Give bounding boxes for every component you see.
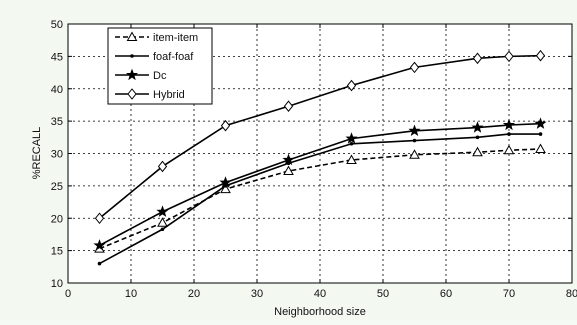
series-line-item-item	[99, 148, 541, 250]
y-tick-label: 35	[51, 116, 63, 128]
x-tick-label: 0	[65, 288, 71, 300]
legend-label: Hybrid	[153, 89, 185, 101]
data-point-Hybrid	[504, 50, 514, 63]
data-point-item-item	[503, 144, 515, 155]
data-point-Hybrid	[472, 52, 483, 65]
x-tick-label: 10	[125, 288, 137, 300]
x-tick-label: 20	[188, 288, 200, 300]
y-tick-label: 30	[51, 149, 63, 161]
data-point-Dc	[156, 205, 169, 217]
data-point-item-item	[220, 183, 231, 194]
data-point-Hybrid	[157, 160, 168, 173]
legend-label: item-item	[153, 32, 198, 44]
data-point-Hybrid	[220, 119, 231, 132]
data-point-item-item	[472, 146, 483, 157]
y-tick-label: 15	[51, 246, 63, 258]
legend-marker-foaf-foaf	[130, 54, 134, 58]
legend-label: Dc	[153, 70, 167, 82]
x-axis-label: Neighborhood size	[274, 306, 366, 318]
data-point-Hybrid	[346, 79, 357, 92]
data-point-item-item	[535, 143, 546, 153]
x-tick-label: 50	[377, 288, 389, 300]
x-tick-label: 60	[440, 288, 452, 300]
legend-marker-Dc	[125, 68, 139, 81]
data-point-Dc	[345, 132, 358, 144]
data-point-foaf-foaf	[412, 138, 417, 143]
y-tick-label: 10	[51, 278, 63, 290]
data-point-Hybrid	[535, 49, 546, 62]
data-point-Dc	[219, 176, 232, 188]
data-point-item-item	[409, 149, 420, 159]
data-point-Dc	[93, 239, 106, 251]
data-point-Dc	[471, 121, 484, 133]
legend-marker-Hybrid	[127, 88, 137, 100]
data-point-foaf-foaf	[160, 227, 165, 232]
legend-box	[107, 27, 213, 105]
y-tick-label: 50	[51, 19, 63, 31]
data-point-foaf-foaf	[349, 141, 354, 146]
x-tick-label: 40	[314, 288, 326, 300]
y-tick-label: 20	[51, 213, 63, 225]
data-point-Hybrid	[409, 61, 420, 74]
data-point-foaf-foaf	[538, 132, 543, 136]
data-point-foaf-foaf	[97, 261, 102, 266]
data-point-Dc	[534, 117, 547, 129]
y-tick-label: 45	[51, 51, 63, 63]
data-point-item-item	[157, 217, 168, 227]
legend-label: foaf-foaf	[153, 51, 194, 63]
data-point-Dc	[282, 153, 295, 166]
data-point-foaf-foaf	[475, 135, 480, 140]
y-tick-label: 25	[51, 181, 63, 193]
data-point-Dc	[502, 118, 516, 131]
data-point-Hybrid	[94, 212, 105, 225]
legend: item-item foaf-foaf Dc Hybrid	[107, 27, 213, 105]
x-tick-label: 80	[566, 288, 577, 300]
data-point-foaf-foaf	[507, 132, 511, 136]
y-tick-label: 40	[51, 84, 63, 96]
data-point-item-item	[283, 165, 294, 175]
data-point-item-item	[346, 154, 357, 164]
legend-marker-item-item	[126, 31, 138, 41]
x-tick-label: 70	[503, 288, 515, 300]
x-tick-label: 30	[251, 288, 263, 300]
data-point-Hybrid	[283, 100, 294, 113]
series-lines	[93, 49, 547, 266]
y-axis-label: %RECALL	[31, 127, 43, 180]
data-point-Dc	[408, 124, 421, 136]
